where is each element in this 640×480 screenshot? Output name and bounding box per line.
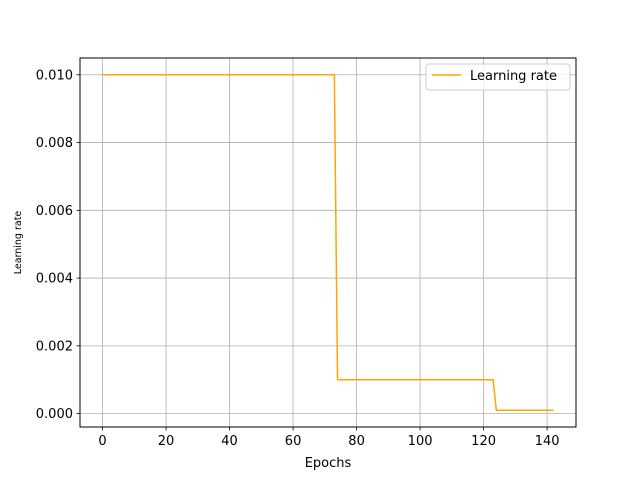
axes-frame (79, 57, 577, 428)
y-tick-label: 0.010 (36, 68, 73, 83)
y-tick-label: 0.002 (36, 339, 73, 354)
series-layer (102, 74, 554, 411)
x-tick-label: 120 (471, 434, 496, 449)
series-line-learning-rate (102, 74, 554, 411)
legend-label-learning-rate: Learning rate (470, 69, 557, 84)
y-tick-label: 0.000 (36, 407, 73, 422)
x-ticks: 0 20 40 60 80 100 120 140 (98, 427, 560, 449)
x-axis-label: Epochs (305, 456, 352, 471)
y-ticks: 0.000 0.002 0.004 0.006 0.008 0.010 (36, 68, 80, 422)
x-tick-label: 20 (158, 434, 175, 449)
legend: Learning rate (425, 63, 571, 91)
x-tick-label: 0 (98, 434, 106, 449)
y-axis-label: Learning rate (13, 211, 24, 275)
y-tick-label: 0.004 (36, 272, 73, 287)
x-tick-label: 140 (535, 434, 560, 449)
legend-box (425, 63, 571, 91)
y-tick-label: 0.008 (36, 136, 73, 151)
y-tick-label: 0.006 (36, 204, 73, 219)
x-tick-label: 80 (348, 434, 365, 449)
x-tick-label: 100 (408, 434, 433, 449)
x-tick-label: 60 (285, 434, 302, 449)
x-tick-label: 40 (221, 434, 238, 449)
